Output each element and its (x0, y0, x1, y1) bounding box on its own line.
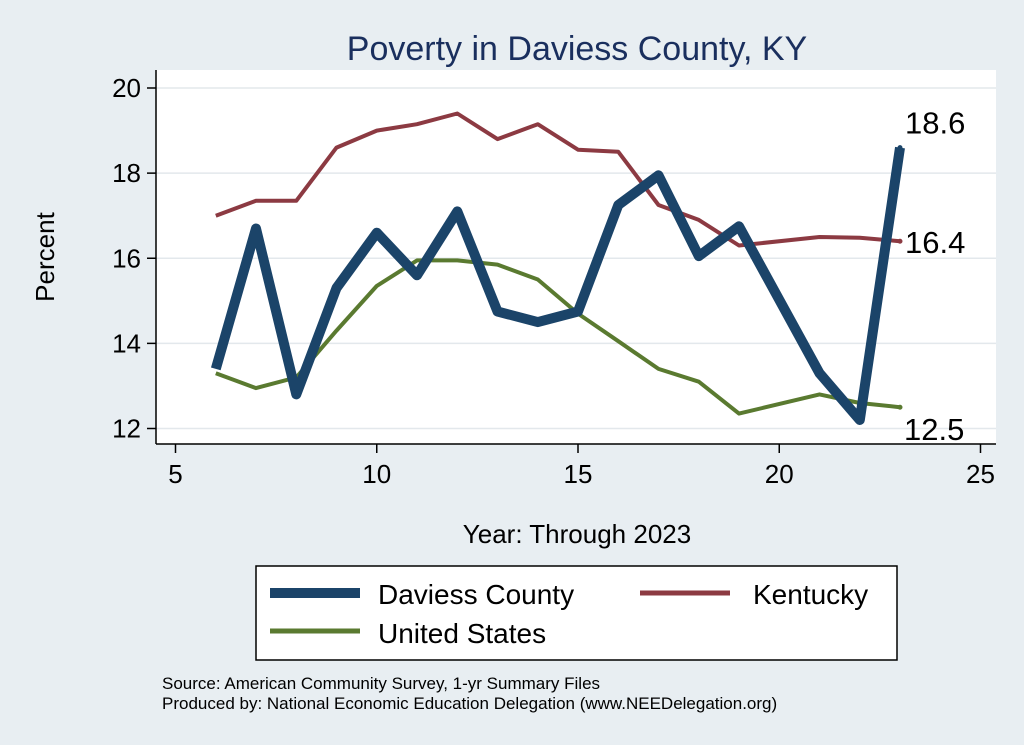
legend-box (255, 565, 898, 661)
series-line-daviess-county (210, 146, 905, 425)
legend-label-daviess-county: Daviess County (378, 579, 574, 610)
series-end-point-kentucky (897, 238, 903, 244)
source-note: Source: American Community Survey, 1-yr … (162, 674, 600, 693)
x-axis-title: Year: Through 2023 (463, 519, 691, 549)
end-value-label-kentucky: 16.4 (905, 225, 965, 260)
x-tick-label-25: 25 (966, 459, 995, 489)
chart-title: Poverty in Daviess County, KY (347, 30, 807, 68)
series-end-point-united-states (897, 404, 903, 410)
end-value-label-daviess-county: 18.6 (905, 106, 965, 141)
gridlines (156, 87, 996, 430)
series-end-point-daviess-county (897, 145, 903, 151)
legend-label-united-states: United States (378, 618, 546, 649)
series-line-united-states (215, 258, 901, 416)
x-tick-label-5: 5 (168, 459, 182, 489)
x-tick-label-20: 20 (765, 459, 794, 489)
x-tick-label-15: 15 (564, 459, 593, 489)
x-tick-label-10: 10 (362, 459, 391, 489)
y-tick-label-18: 18 (112, 158, 141, 188)
y-axis-title: Percent (30, 211, 60, 301)
legend-label-kentucky: Kentucky (753, 579, 868, 610)
y-tick-label-12: 12 (112, 414, 141, 444)
ticks: 12 14 16 18 20 5 10 15 20 25 (112, 73, 995, 489)
producer-note: Produced by: National Economic Education… (162, 694, 777, 713)
y-tick-label-16: 16 (112, 243, 141, 273)
y-tick-label-14: 14 (112, 328, 141, 358)
end-value-label-united-states: 12.5 (904, 412, 964, 447)
series-line-kentucky (215, 111, 901, 248)
series-group: 12.5 16.4 18.6 (210, 106, 965, 447)
y-tick-label-20: 20 (112, 73, 141, 103)
plot-area (156, 70, 996, 444)
